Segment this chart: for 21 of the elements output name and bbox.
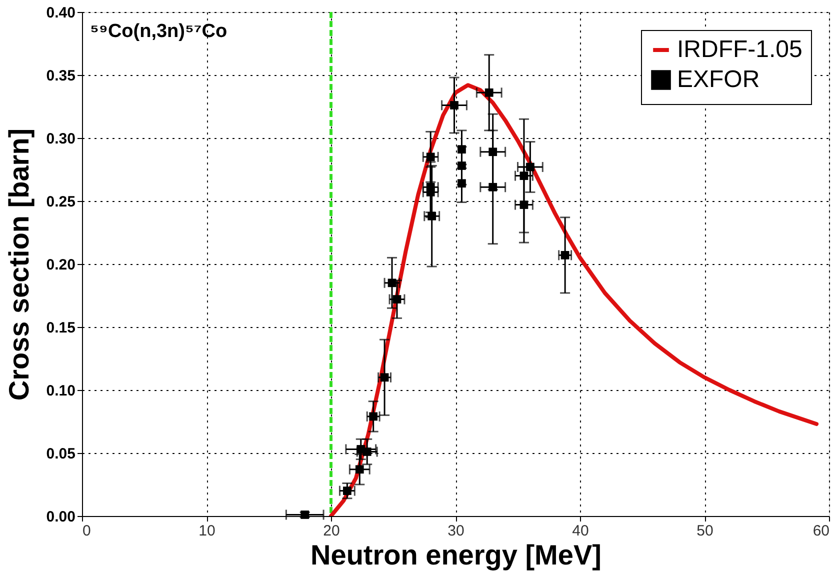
- x-tick-label: 50: [696, 522, 714, 540]
- x-tick-label: 20: [323, 522, 340, 540]
- x-tick-label: 60: [812, 522, 830, 540]
- y-tick-label: 0.35: [46, 68, 76, 84]
- y-tick-label: 0.20: [46, 256, 76, 274]
- y-tick-label: 0.40: [46, 4, 76, 22]
- y-tick-label: 0.00: [46, 508, 76, 526]
- x-tick-label: 40: [572, 522, 589, 540]
- y-tick-label: 0.15: [46, 320, 76, 336]
- annotation: ⁵⁹Co(n,3n)⁵⁷Co: [90, 21, 228, 42]
- legend-label: EXFOR: [677, 66, 760, 93]
- x-tick-label: 30: [448, 522, 464, 540]
- y-tick-label: 0.10: [46, 382, 76, 400]
- x-axis-title: Neutron energy [MeV]: [310, 540, 602, 570]
- y-axis-title: Cross section [barn]: [3, 128, 34, 401]
- x-tick-label: 0: [82, 522, 91, 540]
- y-tick-label: 0.25: [46, 194, 76, 210]
- legend-label: IRDFF-1.05: [677, 36, 802, 63]
- y-tick-label: 0.30: [46, 130, 76, 148]
- y-tick-label: 0.05: [46, 446, 76, 462]
- x-tick-label: 10: [198, 522, 216, 540]
